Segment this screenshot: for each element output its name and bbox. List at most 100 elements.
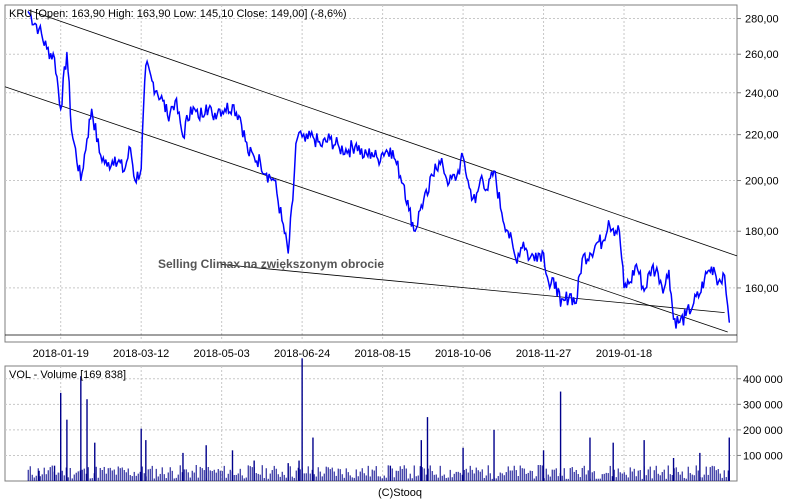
price-point (722, 272, 724, 274)
price-point (27, 11, 29, 13)
price-point (304, 140, 306, 142)
price-y-axis: 160,00 180,00 200,00 220,00 240,00 260,00 280,… (737, 14, 779, 295)
price-point (542, 252, 545, 254)
price-point (273, 179, 275, 182)
volume-y-tick-label: 200 000 (743, 425, 783, 437)
price-point (456, 175, 458, 177)
price-point (414, 230, 416, 232)
annotation-selling-climax: Selling Climax na zwiększonym obrocie (158, 257, 384, 271)
price-point (389, 147, 391, 149)
price-y-tick-label: 220,00 (745, 130, 779, 142)
volume-y-tick-label: 100 000 (743, 450, 783, 462)
price-point (91, 108, 93, 110)
price-point (555, 281, 557, 283)
price-y-tick-label: 240,00 (745, 88, 779, 100)
price-point (197, 116, 200, 119)
price-point (134, 179, 136, 182)
price-point (668, 269, 670, 271)
price-grid (5, 5, 737, 342)
price-x-tick-label: 2018-05-03 (194, 348, 250, 360)
price-point (174, 100, 176, 102)
price-point (247, 151, 249, 154)
price-point (618, 230, 620, 232)
volume-y-axis: 100 000 200 000 300 000 400 000 (737, 374, 783, 462)
price-point (320, 145, 322, 147)
price-point (347, 149, 350, 151)
price-x-tick-label: 2018-03-12 (113, 348, 169, 360)
price-point (329, 138, 331, 140)
price-x-tick-label: 2019-01-18 (596, 348, 652, 360)
price-point (581, 258, 583, 260)
price-point (60, 108, 62, 110)
price-point (377, 158, 379, 160)
price-point (395, 163, 398, 165)
price-point (635, 263, 638, 266)
price-point (231, 104, 234, 106)
price-point (699, 293, 701, 295)
price-point (549, 287, 551, 289)
price-point (717, 281, 720, 283)
price-point (448, 182, 450, 184)
price-point (725, 293, 727, 295)
price-y-tick-label: 260,00 (745, 49, 779, 61)
price-point (507, 230, 509, 232)
price-point (679, 321, 681, 323)
price-point (205, 104, 207, 106)
price-point (564, 299, 566, 301)
price-point (123, 170, 125, 172)
price-point (703, 278, 706, 280)
price-point (371, 151, 373, 154)
price-point (420, 204, 422, 206)
volume-y-tick-label: 400 000 (743, 374, 783, 386)
price-point (493, 170, 495, 172)
price-point (182, 136, 184, 138)
price-point (382, 151, 384, 154)
price-point (287, 252, 289, 254)
price-point (53, 57, 56, 59)
price-y-tick-label: 200,00 (745, 176, 779, 188)
price-point (408, 209, 410, 211)
price-point (140, 168, 142, 170)
price-point (575, 302, 577, 304)
price-point (265, 172, 268, 174)
price-point (86, 138, 88, 140)
price-point (66, 51, 68, 53)
price-point (623, 287, 625, 289)
price-point (728, 321, 730, 323)
price-point (156, 90, 158, 92)
price-point (515, 258, 517, 260)
price-point (474, 202, 477, 204)
price-point (151, 80, 153, 82)
price-point (657, 272, 659, 274)
price-point (663, 287, 665, 289)
price-point (713, 266, 715, 268)
price-point (501, 212, 503, 214)
price-point (355, 142, 357, 145)
volume-bars (27, 358, 730, 481)
price-point (38, 28, 40, 30)
price-point (217, 108, 220, 110)
price-point (239, 116, 241, 119)
volume-title: VOL - Volume [169 838] (9, 369, 126, 381)
trendline-upper (28, 9, 738, 257)
price-point (589, 252, 591, 254)
price-point (292, 199, 294, 201)
volume-y-tick-label: 300 000 (743, 399, 783, 411)
price-point (224, 108, 226, 110)
price-x-axis: 2018-01-19 2018-03-12 2018-05-03 2018-06-24… (33, 348, 653, 360)
price-x-tick-label: 2018-06-24 (274, 348, 330, 360)
price-title: KRU [Open: 163,90 High: 163,90 Low: 145,… (9, 8, 347, 20)
price-point (601, 241, 603, 243)
price-x-tick-label: 2018-11-27 (516, 348, 571, 360)
price-point (70, 129, 73, 131)
price-series (27, 11, 731, 329)
price-point (651, 266, 653, 268)
price-point (442, 165, 444, 167)
price-point (529, 258, 531, 260)
price-point (312, 136, 314, 138)
price-point (612, 227, 614, 230)
price-point (253, 156, 255, 158)
price-point (166, 114, 169, 116)
trend-lines (4, 9, 738, 336)
